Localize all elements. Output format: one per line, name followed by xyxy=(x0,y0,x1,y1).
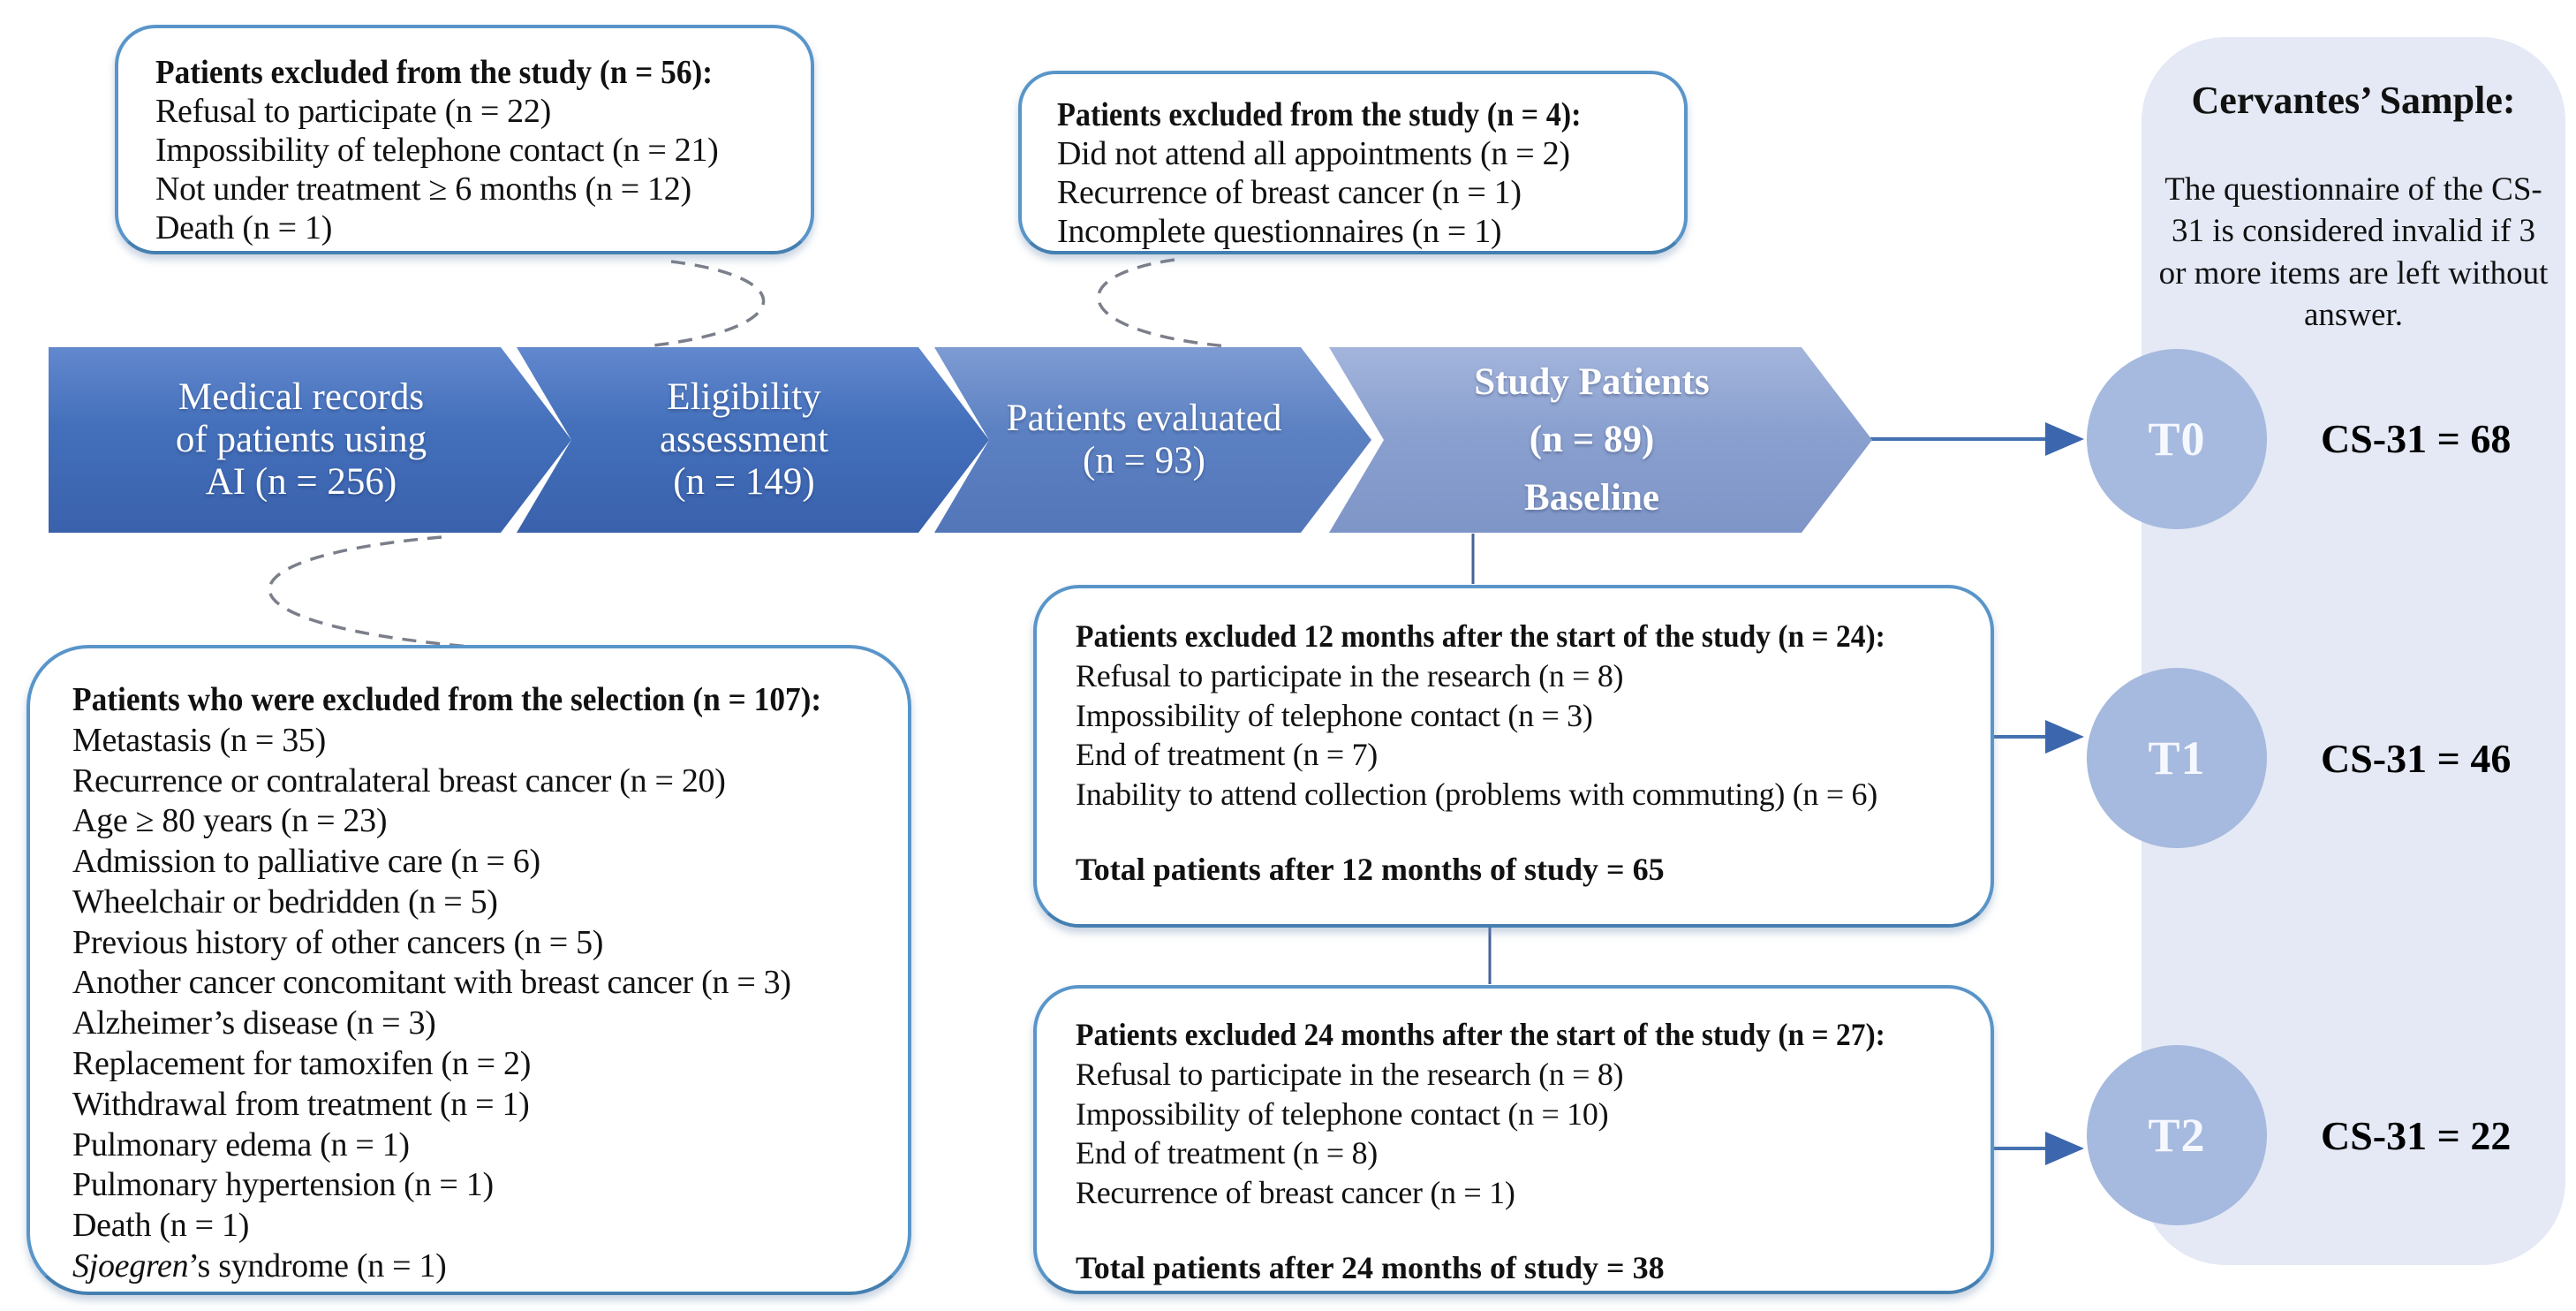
exclusion-item: Wheelchair or bedridden (n = 5) xyxy=(72,883,498,921)
box-title: Patients excluded from the study (n = 56… xyxy=(155,54,714,91)
timepoint-circle-t2: T2 xyxy=(2087,1045,2267,1225)
exclusion-item: Inability to attend collection (problems… xyxy=(1076,777,1877,813)
exclusion-item: Metastasis (n = 35) xyxy=(72,721,326,759)
timepoint-label: T0 xyxy=(2148,413,2206,466)
exclusion-item: Impossibility of telephone contact (n = … xyxy=(155,132,719,170)
box-title: Patients who were excluded from the sele… xyxy=(72,681,822,718)
cs31-score-t1: CS-31 = 46 xyxy=(2321,736,2512,781)
timepoint-circle-t1: T1 xyxy=(2087,668,2267,848)
total-after-24-months: Total patients after 24 months of study … xyxy=(1076,1250,1665,1286)
excluded-from-study-56-box: Patients excluded from the study (n = 56… xyxy=(115,25,814,254)
chevron-line: assessment xyxy=(659,418,829,460)
exclusion-item: Refusal to participate in the research (… xyxy=(1076,1056,1624,1092)
cervantes-sample-panel: Cervantes’ Sample: The questionnaire of … xyxy=(2142,37,2565,1265)
excluded-from-selection-107-box: Patients who were excluded from the sele… xyxy=(26,645,911,1295)
box-title: Patients excluded 12 months after the st… xyxy=(1076,618,1885,654)
timepoint-circle-t0: T0 xyxy=(2087,349,2267,529)
excluded-24-months-box: Patients excluded 24 months after the st… xyxy=(1033,985,1994,1294)
exclusion-item: Recurrence or contralateral breast cance… xyxy=(72,762,726,799)
exclusion-item: Recurrence of breast cancer (n = 1) xyxy=(1057,174,1522,212)
chevron-line: (n = 149) xyxy=(673,461,815,504)
exclusion-item: Recurrence of breast cancer (n = 1) xyxy=(1076,1175,1515,1211)
chevron-medical-records: Medical records of patients using AI (n … xyxy=(49,347,571,533)
dashed-connector-records-to-selection107 xyxy=(268,535,482,649)
panel-title: Cervantes’ Sample: xyxy=(2191,79,2516,122)
chevron-study-patients-baseline: Study Patients (n = 89) Baseline xyxy=(1329,347,1872,533)
exclusion-item: Another cancer concomitant with breast c… xyxy=(72,964,791,1002)
chevron-line: (n = 89) xyxy=(1529,419,1655,461)
chevron-eligibility-assessment: Eligibility assessment (n = 149) xyxy=(517,347,989,533)
exclusion-item: Not under treatment ≥ 6 months (n = 12) xyxy=(155,171,691,208)
arrowhead-t0-icon xyxy=(2045,422,2084,456)
chevron-line: Patients evaluated xyxy=(1006,397,1282,439)
chevron-patients-evaluated: Patients evaluated (n = 93) xyxy=(934,347,1371,533)
sjoegren-italic: Sjoegren xyxy=(72,1247,189,1284)
timepoint-label: T1 xyxy=(2148,731,2206,784)
exclusion-item: Previous history of other cancers (n = 5… xyxy=(72,923,604,961)
chevron-line: Eligibility xyxy=(667,375,821,418)
exclusion-item: Impossibility of telephone contact (n = … xyxy=(1076,697,1593,733)
exclusion-item: Admission to palliative care (n = 6) xyxy=(72,843,540,881)
dashed-connector-excluded4-to-evaluated xyxy=(1097,258,1228,348)
panel-note: The questionnaire of the CS-31 is consid… xyxy=(2158,171,2549,334)
exclusion-item: Death (n = 1) xyxy=(72,1207,250,1245)
timepoint-label: T2 xyxy=(2148,1109,2206,1162)
exclusion-item: Refusal to participate in the research (… xyxy=(1076,657,1624,693)
arrowhead-t1-icon xyxy=(2045,720,2084,754)
exclusion-item: Death (n = 1) xyxy=(155,209,333,247)
chevron-line: Study Patients xyxy=(1474,360,1710,403)
excluded-from-study-4-box: Patients excluded from the study (n = 4)… xyxy=(1018,71,1688,254)
exclusion-item: Alzheimer’s disease (n = 3) xyxy=(72,1004,436,1042)
exclusion-item: Impossibility of telephone contact (n = … xyxy=(1076,1095,1609,1132)
chevron-line: of patients using xyxy=(175,418,427,460)
cs31-score-t0: CS-31 = 68 xyxy=(2321,416,2512,461)
chevron-line: Medical records xyxy=(178,375,425,418)
exclusion-item: Pulmonary hypertension (n = 1) xyxy=(72,1166,494,1204)
exclusion-item: End of treatment (n = 8) xyxy=(1076,1135,1378,1171)
exclusion-item: Age ≥ 80 years (n = 23) xyxy=(72,802,388,840)
chevron-line: AI (n = 256) xyxy=(205,461,397,504)
dashed-connector-excluded56-to-eligibility xyxy=(653,260,766,347)
sjoegren-rest: ’s syndrome (n = 1) xyxy=(188,1247,447,1284)
exclusion-item: Incomplete questionnaires (n = 1) xyxy=(1057,213,1502,251)
box-title: Patients excluded 24 months after the st… xyxy=(1076,1017,1885,1052)
box-title: Patients excluded from the study (n = 4)… xyxy=(1057,96,1582,133)
exclusion-item: Refusal to participate (n = 22) xyxy=(155,93,551,131)
exclusion-item-sjoegren: Sjoegren’s syndrome (n = 1) xyxy=(72,1247,894,1287)
exclusion-item: End of treatment (n = 7) xyxy=(1076,737,1378,773)
exclusion-item: Did not attend all appointments (n = 2) xyxy=(1057,135,1570,173)
arrowhead-t2-icon xyxy=(2045,1132,2084,1165)
total-after-12-months: Total patients after 12 months of study … xyxy=(1076,852,1665,888)
excluded-12-months-box: Patients excluded 12 months after the st… xyxy=(1033,585,1994,928)
chevron-line: Baseline xyxy=(1524,476,1659,519)
exclusion-item: Replacement for tamoxifen (n = 2) xyxy=(72,1045,532,1083)
cs31-score-t2: CS-31 = 22 xyxy=(2321,1113,2512,1158)
exclusion-item: Pulmonary edema (n = 1) xyxy=(72,1125,410,1163)
exclusion-item: Withdrawal from treatment (n = 1) xyxy=(72,1085,530,1123)
chevron-line: (n = 93) xyxy=(1083,440,1205,481)
